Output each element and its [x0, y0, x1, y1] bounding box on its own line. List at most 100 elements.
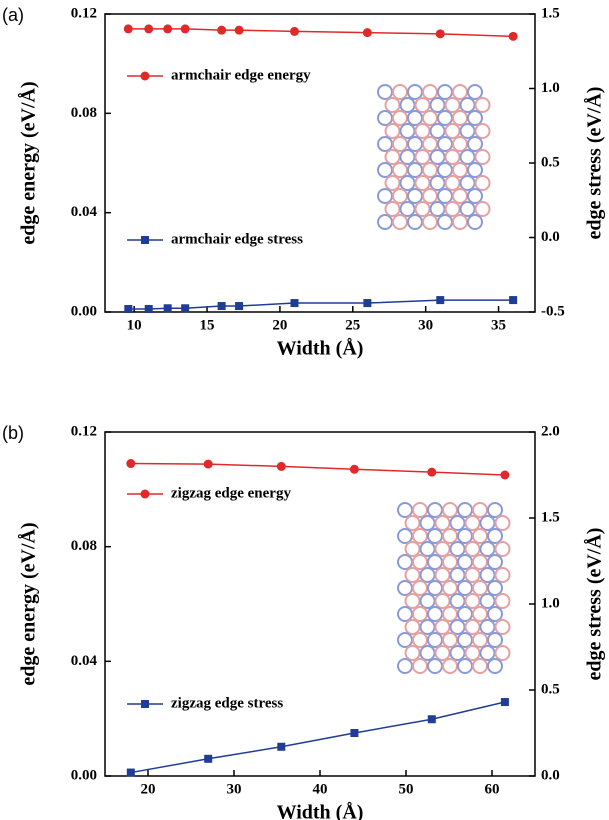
inset-ring: [429, 149, 446, 165]
inset-ring: [407, 110, 423, 126]
x-tick-label: 20: [141, 781, 156, 797]
inset-ring: [412, 632, 428, 648]
inset-ring: [407, 162, 423, 178]
inset-ring: [392, 188, 408, 204]
inset-ring: [429, 97, 446, 113]
inset-ring: [472, 580, 488, 596]
marker: [500, 470, 510, 480]
marker: [217, 25, 227, 35]
marker: [163, 304, 172, 313]
x-tick-label: 15: [200, 317, 215, 333]
inset-ring: [449, 593, 466, 609]
marker: [289, 26, 299, 36]
marker: [277, 742, 286, 751]
inset-ring: [427, 528, 443, 544]
inset-ring: [467, 188, 483, 204]
inset-ring: [407, 214, 423, 230]
inset-ring: [494, 541, 511, 557]
inset-ring: [427, 632, 443, 648]
marker: [217, 302, 226, 311]
inset-ring: [479, 645, 496, 661]
inset-ring: [479, 567, 496, 583]
inset-ring: [464, 541, 481, 557]
marker: [123, 24, 133, 34]
inset-ring: [452, 214, 468, 230]
legend-label: zigzag edge stress: [171, 695, 283, 711]
inset-ring: [427, 606, 443, 622]
y2-tick-label: 0.0: [541, 229, 560, 245]
inset-ring: [399, 123, 416, 139]
y-tick-label: 0.04: [71, 204, 98, 220]
inset-ring: [392, 84, 408, 100]
inset-ring: [404, 645, 421, 661]
inset-ring: [487, 580, 503, 596]
inset-ring: [397, 528, 413, 544]
inset-ring: [467, 136, 483, 152]
inset-ring: [377, 162, 393, 178]
inset-ring: [412, 658, 428, 674]
marker: [290, 299, 299, 308]
inset-ring: [444, 149, 461, 165]
y-tick-label: 0.08: [71, 538, 97, 554]
inset-ring: [474, 149, 491, 165]
x-tick-label: 30: [227, 781, 242, 797]
inset-ring: [479, 619, 496, 635]
inset-ring: [452, 110, 468, 126]
inset-ring: [397, 502, 413, 518]
inset-ring: [444, 175, 461, 191]
marker: [163, 24, 173, 34]
inset-ring: [464, 515, 481, 531]
inset-ring: [472, 632, 488, 648]
y2-tick-label: 2.0: [541, 423, 560, 439]
inset-ring: [384, 201, 401, 217]
inset-ring: [392, 214, 408, 230]
y2-axis-label: edge stress (eV/Å): [583, 87, 606, 240]
series-line: [130, 701, 506, 774]
marker: [204, 754, 213, 763]
inset-ring: [474, 175, 491, 191]
legend-label: armchair edge energy: [171, 67, 311, 83]
marker: [203, 459, 213, 469]
inset-ring: [434, 567, 451, 583]
inset-ring: [377, 84, 393, 100]
marker: [500, 698, 509, 707]
series-line: [128, 28, 514, 38]
inset-ring: [399, 97, 416, 113]
inset-ring: [472, 528, 488, 544]
x-tick-label: 10: [127, 317, 142, 333]
inset-ring: [472, 554, 488, 570]
inset-ring: [427, 502, 443, 518]
x-tick-label: 25: [345, 317, 360, 333]
y2-tick-label: 0.5: [541, 681, 560, 697]
inset-ring: [449, 645, 466, 661]
inset-ring: [427, 658, 443, 674]
marker: [234, 25, 244, 35]
inset-ring: [449, 619, 466, 635]
marker: [181, 304, 190, 313]
inset-ring: [422, 136, 438, 152]
inset-ring: [444, 123, 461, 139]
inset-ring: [407, 136, 423, 152]
inset-ring: [437, 188, 453, 204]
inset-ring: [377, 188, 393, 204]
inset-ring: [377, 136, 393, 152]
inset-ring: [487, 658, 503, 674]
marker: [508, 31, 518, 41]
inset-ring: [422, 110, 438, 126]
inset-ring: [427, 554, 443, 570]
inset-ring: [442, 528, 458, 544]
inset-ring: [422, 162, 438, 178]
inset-ring: [464, 619, 481, 635]
inset-ring: [429, 123, 446, 139]
inset-ring: [384, 97, 401, 113]
inset-ring: [457, 502, 473, 518]
x-tick-label: 20: [272, 317, 287, 333]
inset-ring: [442, 606, 458, 622]
marker: [276, 461, 286, 471]
inset-ring: [457, 606, 473, 622]
inset-ring: [419, 567, 436, 583]
inset-ring: [427, 580, 443, 596]
marker: [144, 24, 154, 34]
inset-ring: [487, 528, 503, 544]
